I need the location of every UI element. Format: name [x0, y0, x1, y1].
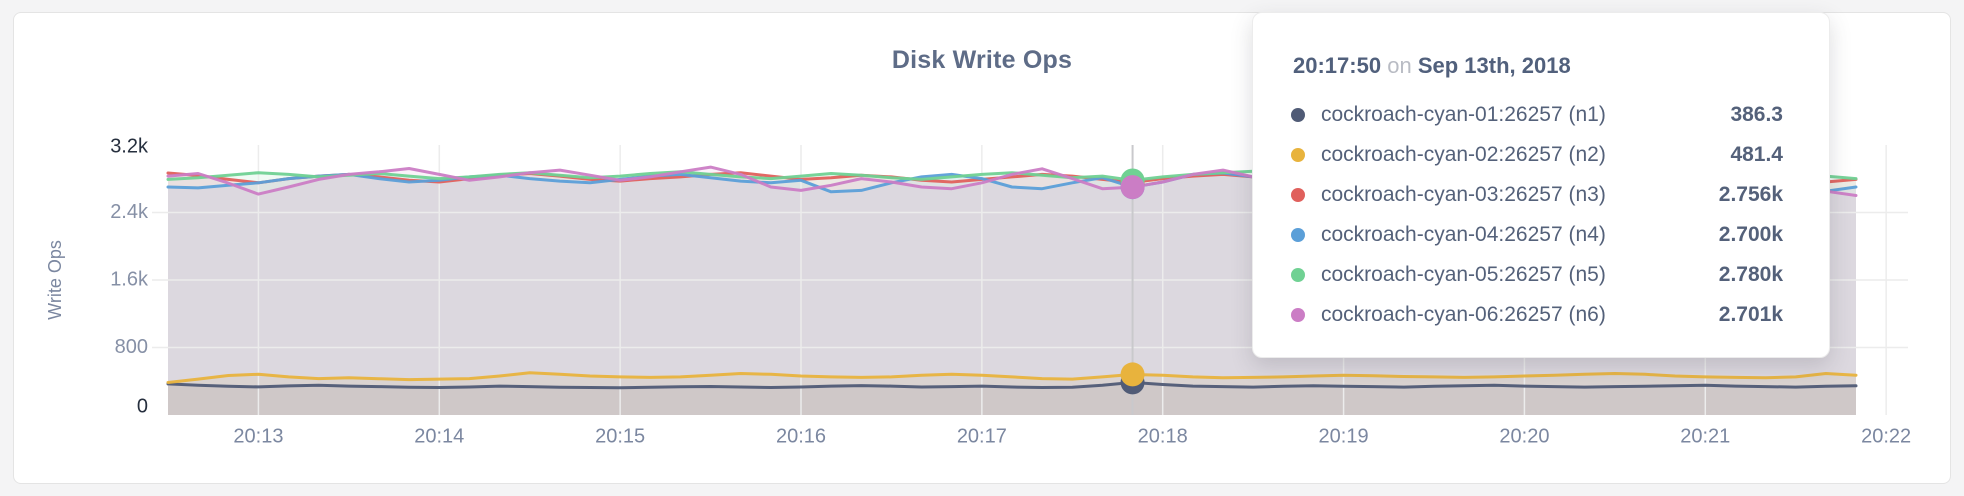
series-value: 481.4 [1730, 143, 1783, 166]
tooltip-legend: cockroach-cyan-01:26257 (n1) 386.3 cockr… [1291, 95, 1783, 335]
hover-markers [1120, 168, 1145, 395]
tooltip-legend-row: cockroach-cyan-04:26257 (n4) 2.700k [1291, 215, 1783, 255]
x-tick-label: 20:13 [233, 425, 283, 447]
series-color-dot [1291, 148, 1305, 162]
y-axis-ticks: 0 800 1.6k 2.4k 3.2k [110, 135, 149, 417]
series-value: 2.700k [1718, 223, 1783, 246]
x-tick-label: 20:22 [1861, 425, 1911, 447]
series-color-dot [1291, 108, 1305, 122]
series-name: cockroach-cyan-01:26257 (n1) [1321, 103, 1606, 126]
x-tick-label: 20:20 [1499, 425, 1549, 447]
x-tick-label: 20:21 [1680, 425, 1730, 447]
tooltip-timestamp: 20:17:50 on Sep 13th, 2018 [1293, 53, 1783, 79]
series-value: 2.780k [1718, 263, 1783, 286]
y-tick-label: 2.4k [110, 201, 149, 223]
x-tick-label: 20:18 [1138, 425, 1188, 447]
series-fill-n1 [168, 382, 1856, 415]
hover-marker-n6 [1120, 175, 1145, 200]
chart-title: Disk Write Ops [891, 46, 1073, 74]
series-fill-n2 [168, 372, 1856, 415]
hover-marker-n2 [1120, 362, 1145, 387]
series-name: cockroach-cyan-06:26257 (n6) [1321, 303, 1606, 326]
y-tick-label: 3.2k [110, 135, 149, 157]
series-name: cockroach-cyan-04:26257 (n4) [1321, 223, 1606, 246]
tooltip-date: Sep 13th, 2018 [1417, 53, 1571, 78]
tooltip-connector: on [1387, 53, 1412, 78]
tooltip-legend-row: cockroach-cyan-05:26257 (n5) 2.780k [1291, 255, 1783, 295]
series-value: 2.701k [1718, 303, 1783, 326]
series-color-dot [1291, 228, 1305, 242]
series-name: cockroach-cyan-03:26257 (n3) [1321, 183, 1606, 206]
tooltip-legend-row: cockroach-cyan-06:26257 (n6) 2.701k [1291, 295, 1783, 335]
y-tick-label: 800 [115, 336, 148, 358]
series-name: cockroach-cyan-05:26257 (n5) [1321, 263, 1606, 286]
series-value: 386.3 [1730, 103, 1783, 126]
x-tick-label: 20:17 [957, 425, 1007, 447]
series-color-dot [1291, 268, 1305, 282]
series-name: cockroach-cyan-02:26257 (n2) [1321, 143, 1606, 166]
y-axis-title: Write Ops [45, 240, 65, 320]
series-value: 2.756k [1718, 183, 1783, 206]
series-color-dot [1291, 308, 1305, 322]
x-tick-label: 20:19 [1319, 425, 1369, 447]
x-tick-label: 20:16 [776, 425, 826, 447]
series-line-n2 [166, 371, 1858, 384]
x-tick-label: 20:14 [414, 425, 464, 447]
x-axis-ticks: 20:13 20:14 20:15 20:16 20:17 20:18 20:19 20:20… [233, 425, 1911, 447]
tooltip-legend-row: cockroach-cyan-03:26257 (n3) 2.756k [1291, 175, 1783, 215]
tooltip-time: 20:17:50 [1293, 53, 1382, 78]
series-color-dot [1291, 188, 1305, 202]
series-line-n1 [166, 380, 1858, 390]
y-tick-label: 0 [137, 395, 148, 417]
tooltip-legend-row: cockroach-cyan-02:26257 (n2) 481.4 [1291, 135, 1783, 175]
hover-tooltip: 20:17:50 on Sep 13th, 2018 cockroach-cya… [1252, 12, 1830, 358]
x-tick-label: 20:15 [595, 425, 645, 447]
y-tick-label: 1.6k [110, 268, 149, 290]
tooltip-legend-row: cockroach-cyan-01:26257 (n1) 386.3 [1291, 95, 1783, 135]
